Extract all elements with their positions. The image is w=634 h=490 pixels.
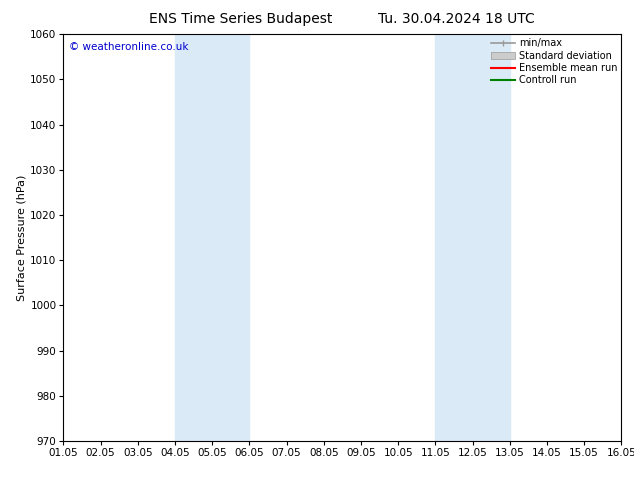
Y-axis label: Surface Pressure (hPa): Surface Pressure (hPa) xyxy=(16,174,26,301)
Text: Tu. 30.04.2024 18 UTC: Tu. 30.04.2024 18 UTC xyxy=(378,12,535,26)
Legend: min/max, Standard deviation, Ensemble mean run, Controll run: min/max, Standard deviation, Ensemble me… xyxy=(489,36,619,87)
Bar xyxy=(175,34,249,441)
Text: ENS Time Series Budapest: ENS Time Series Budapest xyxy=(149,12,333,26)
Bar xyxy=(436,34,510,441)
Text: © weatheronline.co.uk: © weatheronline.co.uk xyxy=(69,43,188,52)
